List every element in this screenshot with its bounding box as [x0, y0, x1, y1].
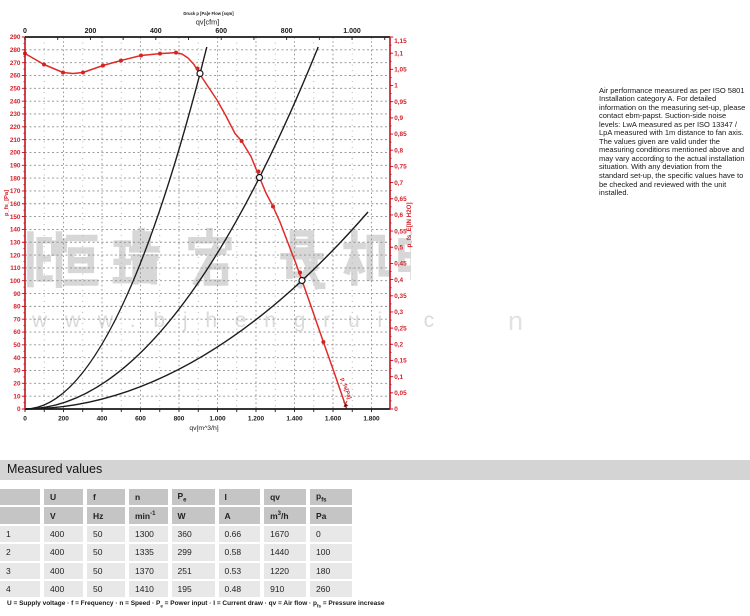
svg-text:80: 80	[13, 304, 21, 311]
svg-text:100: 100	[10, 278, 21, 285]
svg-text:70: 70	[13, 316, 21, 323]
svg-text:0,55: 0,55	[394, 228, 407, 235]
svg-text:0,8: 0,8	[394, 147, 403, 154]
svg-text:220: 220	[10, 124, 21, 131]
svg-text:0,4: 0,4	[394, 277, 403, 284]
svg-text:230: 230	[10, 111, 21, 118]
svg-text:240: 240	[10, 98, 21, 105]
svg-text:600: 600	[135, 416, 146, 423]
svg-text:0: 0	[23, 416, 27, 423]
svg-text:0: 0	[23, 28, 27, 35]
svg-text:0,15: 0,15	[394, 358, 407, 365]
svg-text:0,5: 0,5	[394, 244, 403, 251]
svg-text:20: 20	[13, 381, 21, 388]
svg-text:210: 210	[10, 137, 21, 144]
svg-text:1.400: 1.400	[286, 416, 303, 423]
svg-text:400: 400	[150, 28, 162, 35]
svg-text:0,45: 0,45	[394, 261, 407, 268]
svg-text:200: 200	[85, 28, 97, 35]
svg-text:0,25: 0,25	[394, 325, 407, 332]
svg-text:p_fs_E[IN H2O]: p_fs_E[IN H2O]	[406, 202, 413, 247]
svg-text:1.000: 1.000	[209, 416, 226, 423]
svg-text:qv[cfm]: qv[cfm]	[196, 18, 219, 27]
svg-text:0,2: 0,2	[394, 342, 403, 349]
svg-text:0,05: 0,05	[394, 390, 407, 397]
svg-text:170: 170	[10, 188, 21, 195]
svg-text:120: 120	[10, 252, 21, 259]
svg-text:n: n	[508, 306, 523, 336]
svg-text:p_fs_[Pa]: p_fs_[Pa]	[4, 190, 10, 216]
svg-text:0,7: 0,7	[394, 180, 403, 187]
svg-text:270: 270	[10, 60, 21, 67]
svg-text:90: 90	[13, 291, 21, 298]
svg-text:40: 40	[13, 355, 21, 362]
svg-text:0,6: 0,6	[394, 212, 403, 219]
svg-text:280: 280	[10, 47, 21, 54]
svg-text:600: 600	[215, 28, 227, 35]
svg-text:400: 400	[97, 416, 108, 423]
svg-text:p_fs[Pa]: p_fs[Pa]	[339, 377, 352, 400]
svg-text:0,3: 0,3	[394, 309, 403, 316]
svg-text:1.200: 1.200	[248, 416, 265, 423]
svg-text:1: 1	[394, 83, 398, 90]
svg-text:0,85: 0,85	[394, 131, 407, 138]
svg-text:0,9: 0,9	[394, 115, 403, 122]
svg-text:200: 200	[58, 416, 69, 423]
svg-text:0,65: 0,65	[394, 196, 407, 203]
svg-text:0,75: 0,75	[394, 164, 407, 171]
svg-text:0,35: 0,35	[394, 293, 407, 300]
svg-text:www.bjhengrui.c: www.bjhengrui.c	[31, 309, 452, 332]
svg-text:qv[m^3/h]: qv[m^3/h]	[189, 425, 218, 432]
svg-text:800: 800	[281, 28, 293, 35]
svg-text:180: 180	[10, 175, 21, 182]
svg-text:0,95: 0,95	[394, 99, 407, 106]
svg-text:50: 50	[13, 342, 21, 349]
svg-text:250: 250	[10, 86, 21, 93]
svg-text:0,1: 0,1	[394, 374, 403, 381]
svg-text:1,15: 1,15	[394, 38, 407, 45]
svg-text:1,1: 1,1	[394, 50, 403, 57]
svg-text:Druck p [Pa]e Flow [sqm]: Druck p [Pa]e Flow [sqm]	[183, 11, 234, 16]
svg-text:110: 110	[10, 265, 21, 272]
svg-text:1,05: 1,05	[394, 67, 407, 74]
svg-text:160: 160	[10, 201, 21, 208]
svg-text:60: 60	[13, 329, 21, 336]
svg-text:260: 260	[10, 73, 21, 80]
svg-text:30: 30	[13, 368, 21, 375]
svg-text:0: 0	[17, 406, 21, 413]
svg-text:1.600: 1.600	[325, 416, 342, 423]
svg-text:140: 140	[10, 227, 21, 234]
svg-text:1.800: 1.800	[363, 416, 380, 423]
svg-text:290: 290	[10, 34, 21, 41]
svg-text:190: 190	[10, 162, 21, 169]
svg-text:0: 0	[394, 406, 398, 413]
svg-text:130: 130	[10, 239, 21, 246]
svg-text:200: 200	[10, 150, 21, 157]
svg-text:800: 800	[174, 416, 185, 423]
svg-text:150: 150	[10, 214, 21, 221]
svg-text:1.000: 1.000	[343, 28, 361, 35]
svg-text:10: 10	[13, 393, 21, 400]
